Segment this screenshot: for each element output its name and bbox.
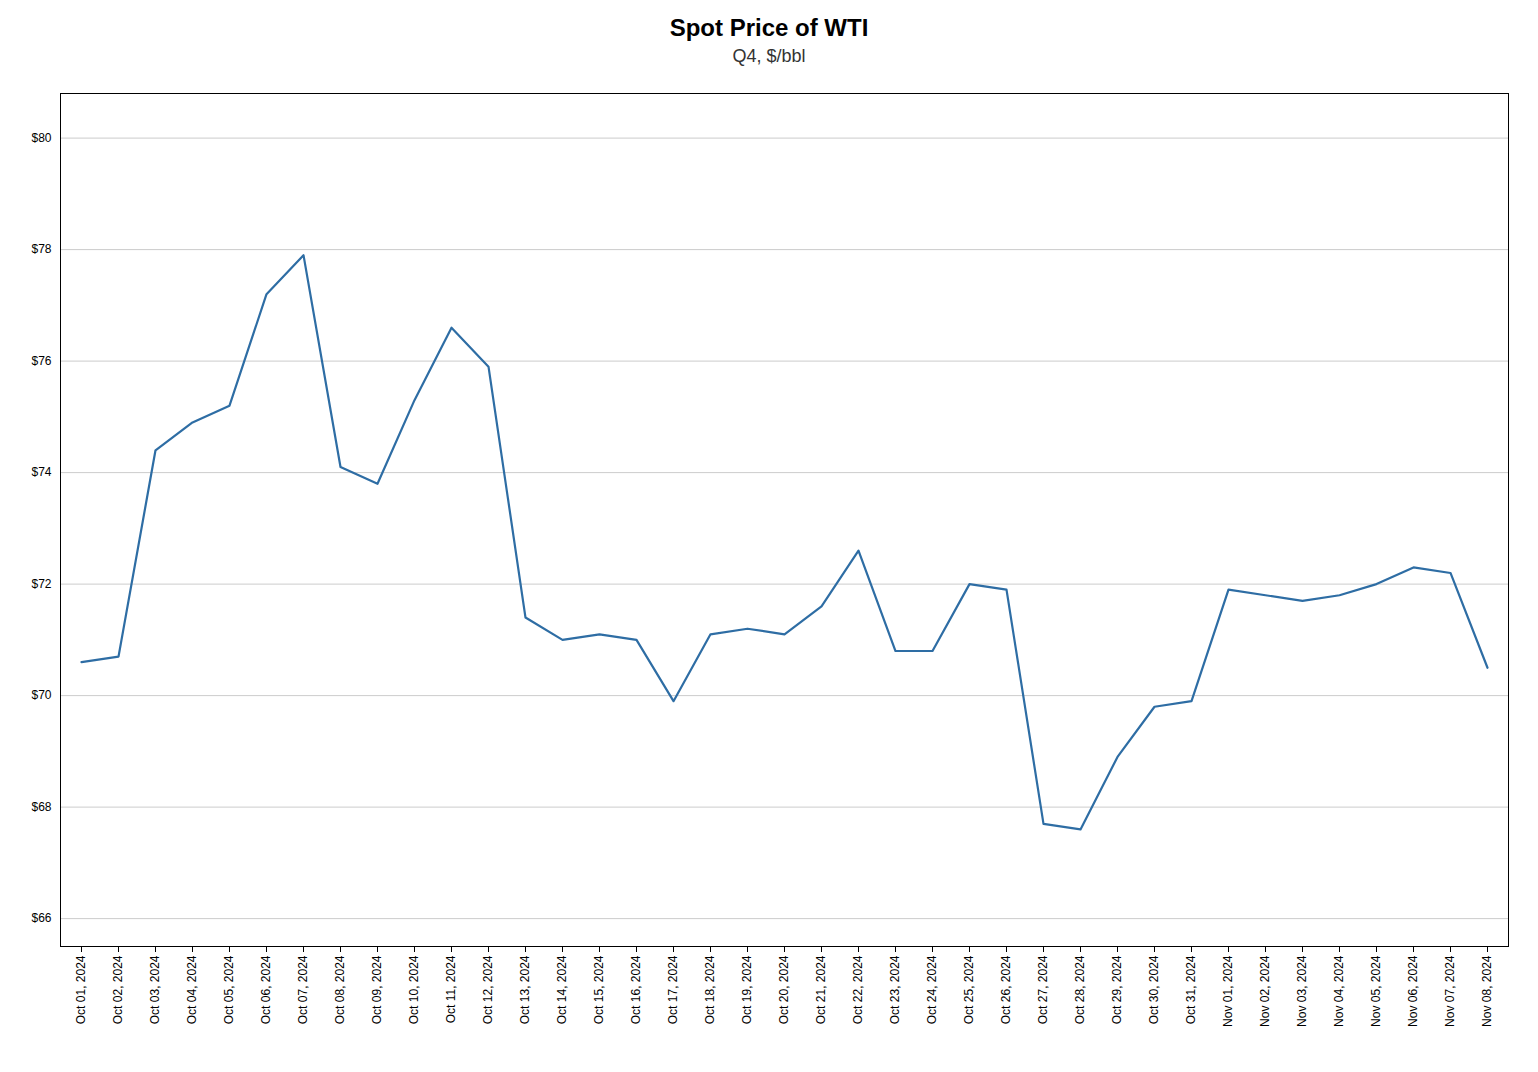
svg-text:Oct 27, 2024: Oct 27, 2024 — [1036, 955, 1050, 1024]
svg-text:$68: $68 — [31, 800, 51, 814]
svg-text:$72: $72 — [31, 577, 51, 591]
svg-text:$74: $74 — [31, 465, 51, 479]
svg-text:Nov 05, 2024: Nov 05, 2024 — [1369, 955, 1383, 1027]
svg-text:Oct 02, 2024: Oct 02, 2024 — [111, 955, 125, 1024]
svg-text:Oct 21, 2024: Oct 21, 2024 — [814, 955, 828, 1024]
svg-text:Oct 20, 2024: Oct 20, 2024 — [777, 955, 791, 1024]
svg-text:Oct 11, 2024: Oct 11, 2024 — [444, 955, 458, 1023]
svg-text:Oct 24, 2024: Oct 24, 2024 — [925, 955, 939, 1024]
svg-text:Nov 02, 2024: Nov 02, 2024 — [1258, 955, 1272, 1027]
svg-text:Nov 07, 2024: Nov 07, 2024 — [1443, 955, 1457, 1027]
svg-text:Oct 07, 2024: Oct 07, 2024 — [296, 955, 310, 1024]
svg-text:Oct 03, 2024: Oct 03, 2024 — [148, 955, 162, 1024]
svg-text:Oct 31, 2024: Oct 31, 2024 — [1184, 955, 1198, 1024]
svg-text:$80: $80 — [31, 131, 51, 145]
html-text:Q4, $/bbl: Q4, $/bbl — [732, 46, 806, 66]
svg-text:Oct 17, 2024: Oct 17, 2024 — [666, 955, 680, 1024]
svg-text:Oct 22, 2024: Oct 22, 2024 — [851, 955, 865, 1024]
svg-text:Oct 14, 2024: Oct 14, 2024 — [555, 955, 569, 1024]
svg-text:Oct 18, 2024: Oct 18, 2024 — [703, 955, 717, 1024]
svg-text:Oct 13, 2024: Oct 13, 2024 — [518, 955, 532, 1024]
svg-text:$70: $70 — [31, 688, 51, 702]
svg-text:Oct 26, 2024: Oct 26, 2024 — [999, 955, 1013, 1024]
svg-text:Nov 04, 2024: Nov 04, 2024 — [1332, 955, 1346, 1027]
svg-text:Nov 06, 2024: Nov 06, 2024 — [1406, 955, 1420, 1027]
svg-text:Oct 28, 2024: Oct 28, 2024 — [1073, 955, 1087, 1024]
svg-text:Oct 10, 2024: Oct 10, 2024 — [407, 955, 421, 1024]
svg-text:Oct 06, 2024: Oct 06, 2024 — [259, 955, 273, 1024]
svg-text:$66: $66 — [31, 911, 51, 925]
svg-text:Oct 05, 2024: Oct 05, 2024 — [222, 955, 236, 1024]
svg-text:Nov 01, 2024: Nov 01, 2024 — [1221, 955, 1235, 1027]
svg-text:Oct 01, 2024: Oct 01, 2024 — [74, 955, 88, 1024]
svg-text:Oct 16, 2024: Oct 16, 2024 — [629, 955, 643, 1024]
svg-text:Oct 30, 2024: Oct 30, 2024 — [1147, 955, 1161, 1024]
svg-text:Oct 09, 2024: Oct 09, 2024 — [370, 955, 384, 1024]
svg-text:Oct 19, 2024: Oct 19, 2024 — [740, 955, 754, 1024]
svg-text:$78: $78 — [31, 242, 51, 256]
svg-text:Oct 29, 2024: Oct 29, 2024 — [1110, 955, 1124, 1024]
svg-text:Nov 03, 2024: Nov 03, 2024 — [1295, 955, 1309, 1027]
svg-text:$76: $76 — [31, 354, 51, 368]
html-text:Spot Price of WTI: Spot Price of WTI — [669, 14, 869, 41]
svg-text:Oct 23, 2024: Oct 23, 2024 — [888, 955, 902, 1024]
svg-text:Oct 08, 2024: Oct 08, 2024 — [333, 955, 347, 1024]
svg-text:Oct 04, 2024: Oct 04, 2024 — [185, 955, 199, 1024]
svg-text:Oct 15, 2024: Oct 15, 2024 — [592, 955, 606, 1024]
svg-text:Oct 25, 2024: Oct 25, 2024 — [962, 955, 976, 1024]
svg-text:Oct 12, 2024: Oct 12, 2024 — [481, 955, 495, 1024]
svg-text:Nov 08, 2024: Nov 08, 2024 — [1480, 955, 1494, 1027]
